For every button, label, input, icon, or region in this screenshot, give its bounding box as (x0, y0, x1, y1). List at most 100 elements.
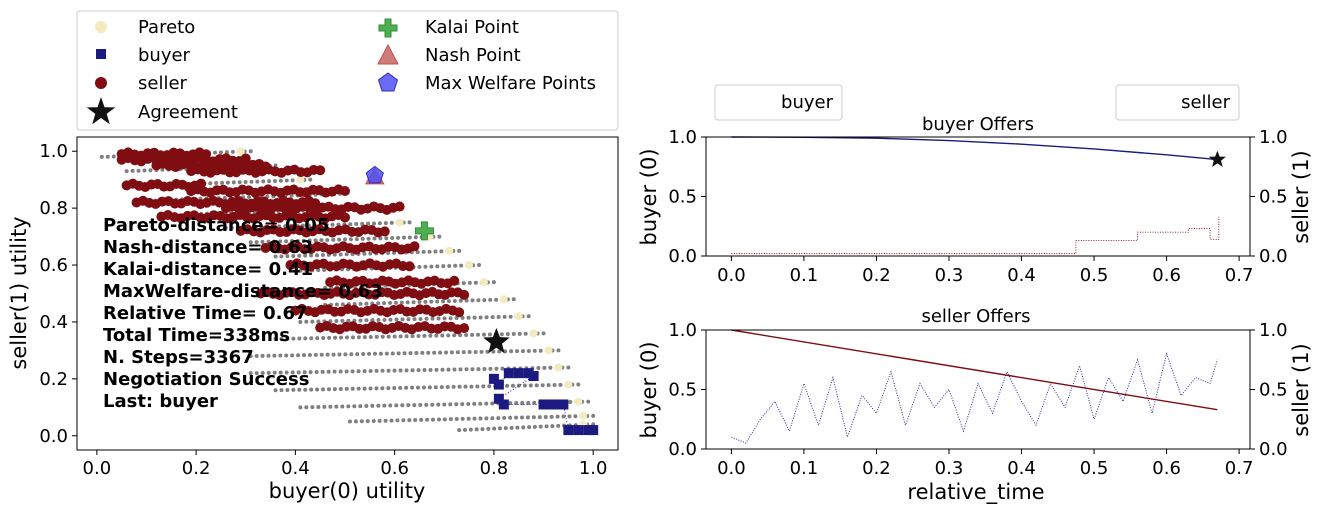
outcome-point (476, 298, 481, 303)
outcome-point (453, 263, 458, 268)
outcome-point (432, 350, 437, 355)
outcome-point (296, 370, 301, 375)
pareto-point (574, 397, 583, 406)
outcome-point (354, 222, 359, 227)
outcome-point (454, 417, 459, 422)
buyer-offers-y-ticks-right: 0.0 0.5 1.0 (1250, 127, 1288, 267)
outcome-point (537, 415, 542, 420)
outcome-point (417, 300, 422, 305)
outcome-point (487, 384, 492, 389)
y-tick-label: 0.0 (1259, 439, 1288, 460)
outcome-point (371, 221, 376, 226)
outcome-point (484, 401, 489, 406)
outcome-point (340, 404, 345, 409)
outcome-point (324, 222, 329, 227)
legend-seller-marker (95, 77, 107, 89)
outcome-point (510, 383, 515, 388)
outcome-point (229, 225, 234, 230)
seller-offer-point (340, 212, 351, 223)
outcome-point (386, 386, 391, 391)
seller-offer-points (116, 147, 470, 335)
outcome-point (389, 418, 394, 423)
y-tick-label: 0.8 (39, 198, 68, 219)
outcome-point (454, 316, 459, 321)
legend-nash-marker (377, 43, 399, 65)
outcome-point (523, 331, 528, 336)
outcome-point (345, 335, 350, 340)
outcome-point (279, 336, 284, 341)
outcome-point (390, 351, 395, 356)
utility-plot-frame (76, 136, 619, 451)
outcome-point (437, 234, 442, 239)
outcome-point (408, 351, 413, 356)
outcome-point (419, 417, 424, 422)
outcome-point (344, 369, 349, 374)
outcome-point (508, 415, 513, 420)
outcome-point (297, 387, 302, 392)
outcome-point (310, 319, 315, 324)
outcome-point (319, 238, 324, 243)
stat-kalai-distance: Kalai-distance= 0.41 (103, 259, 313, 280)
stat-n-steps: N. Steps=3367 (103, 347, 254, 368)
outcome-point (338, 252, 343, 257)
x-tick-label: 0.2 (862, 458, 891, 479)
outcome-point (249, 179, 254, 184)
x-tick-label: 0.4 (1007, 265, 1036, 286)
max-welfare-point (365, 165, 384, 184)
outcome-point (313, 238, 318, 243)
outcome-point (284, 353, 289, 358)
outcome-point (540, 383, 545, 388)
outcome-point (389, 220, 394, 225)
legend-buyer-marker (96, 49, 106, 59)
seller-offer-point (315, 165, 326, 176)
outcome-point (289, 193, 294, 198)
outcome-point (400, 403, 405, 408)
outcome-point (542, 365, 547, 370)
legend-kalai-marker (378, 18, 398, 38)
outcome-point (327, 335, 332, 340)
seller-offer-point (459, 323, 470, 334)
outcome-point (124, 169, 129, 174)
outcome-point (444, 350, 449, 355)
outcome-point (446, 367, 451, 372)
outcome-point (400, 317, 405, 322)
outcome-point (366, 221, 371, 226)
x-tick-label: 0.5 (1080, 265, 1109, 286)
outcome-point (377, 418, 382, 423)
outcome-point (430, 402, 435, 407)
outcome-point (254, 353, 259, 358)
buyer-offers-series (731, 136, 1226, 255)
outcome-point (323, 285, 328, 290)
outcome-point (404, 385, 409, 390)
pareto-point (529, 329, 538, 338)
outcome-point (446, 333, 451, 338)
outcome-point (309, 336, 314, 341)
seller-offer-point (454, 307, 465, 318)
outcome-point (488, 297, 493, 302)
outcome-point (315, 387, 320, 392)
outcome-point (358, 301, 363, 306)
outcome-point (407, 235, 412, 240)
outcome-point (290, 178, 295, 183)
outcome-point (136, 168, 141, 173)
buyer-offers-right-y-label: seller (1) (1289, 150, 1313, 244)
outcome-point (314, 253, 319, 258)
outcome-point (442, 417, 447, 422)
outcome-point (367, 351, 372, 356)
x-tick-label: 0.5 (1080, 458, 1109, 479)
outcome-point (398, 385, 403, 390)
outcome-point (496, 416, 501, 421)
outcome-point (478, 416, 483, 421)
outcome-point (413, 418, 418, 423)
outcome-point (573, 414, 578, 419)
outcome-point (254, 240, 259, 245)
outcome-point (356, 369, 361, 374)
outcome-point (514, 415, 519, 420)
outcome-point (448, 316, 453, 321)
outcome-point (490, 416, 495, 421)
outcome-point (414, 351, 419, 356)
outcome-point (402, 351, 407, 356)
outcome-point (422, 368, 427, 373)
outcome-point (350, 335, 355, 340)
outcome-point (398, 334, 403, 339)
